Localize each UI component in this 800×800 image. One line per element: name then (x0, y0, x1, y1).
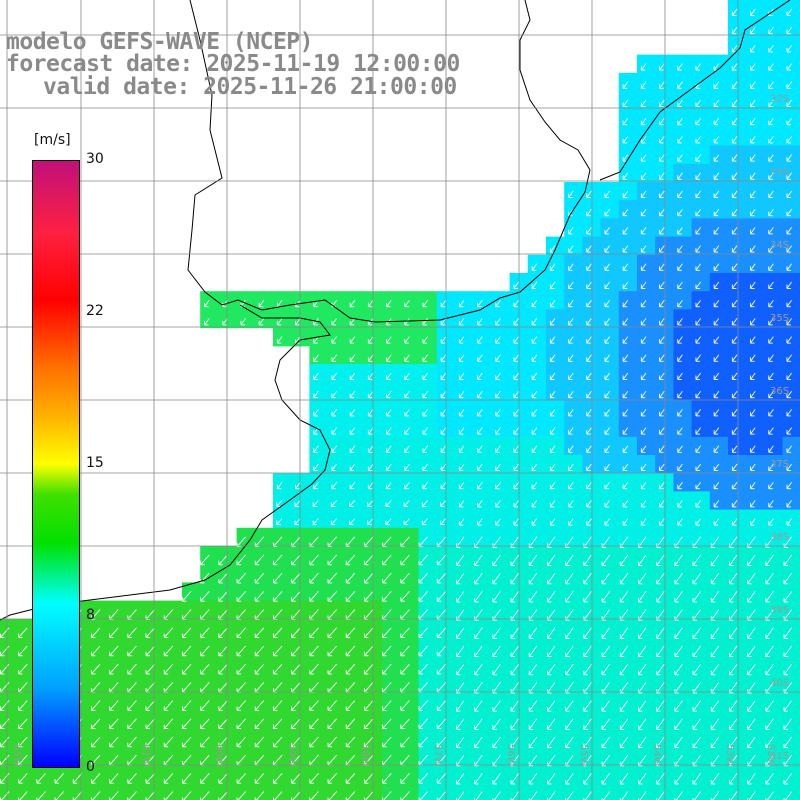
longitude-label: 54W (651, 744, 662, 767)
model-title: modelo GEFS-WAVE (NCEP) (6, 29, 314, 55)
colorbar-label-22: 22 (86, 303, 104, 319)
latitude-labels: 32S 33S 34S 35S 36S 37S 38S 39S 40S 41S (770, 94, 789, 762)
latitude-label: 36S (770, 386, 789, 397)
colorbar-label-15: 15 (86, 455, 104, 471)
latitude-label: 34S (770, 240, 789, 251)
wind-arrows (0, 8, 792, 800)
colorbar-label-max: 30 (86, 151, 104, 167)
latitude-label: 35S (770, 313, 789, 324)
longitude-label: 57W (432, 744, 443, 767)
longitude-label: 60W (213, 744, 224, 767)
longitude-label: 55W (578, 744, 589, 767)
longitude-label: 63W (11, 744, 22, 767)
latitude-label: 41S (770, 751, 789, 762)
colorbar-unit: [m/s] (34, 132, 71, 148)
longitude-label: 53W (724, 744, 735, 767)
latitude-label: 33S (770, 167, 789, 178)
latitude-label: 39S (770, 605, 789, 616)
longitude-label: 59W (286, 744, 297, 767)
latitude-label: 38S (770, 532, 789, 543)
latitude-label: 32S (770, 94, 789, 105)
latitude-label: 40S (770, 678, 789, 689)
coastline (0, 0, 791, 621)
colorbar (32, 160, 80, 768)
colorbar-label-min: 0 (86, 759, 95, 775)
longitude-label: 56W (505, 744, 516, 767)
longitude-label: 58W (359, 744, 370, 767)
forecast-date: forecast date: 2025-11-19 12:00:00 (6, 51, 460, 77)
longitude-label: 61W (140, 744, 151, 767)
valid-date: valid date: 2025-11-26 21:00:00 (43, 74, 457, 100)
latitude-label: 37S (770, 459, 789, 470)
colorbar-label-8: 8 (86, 607, 95, 623)
longitude-label: 52W (765, 744, 776, 767)
